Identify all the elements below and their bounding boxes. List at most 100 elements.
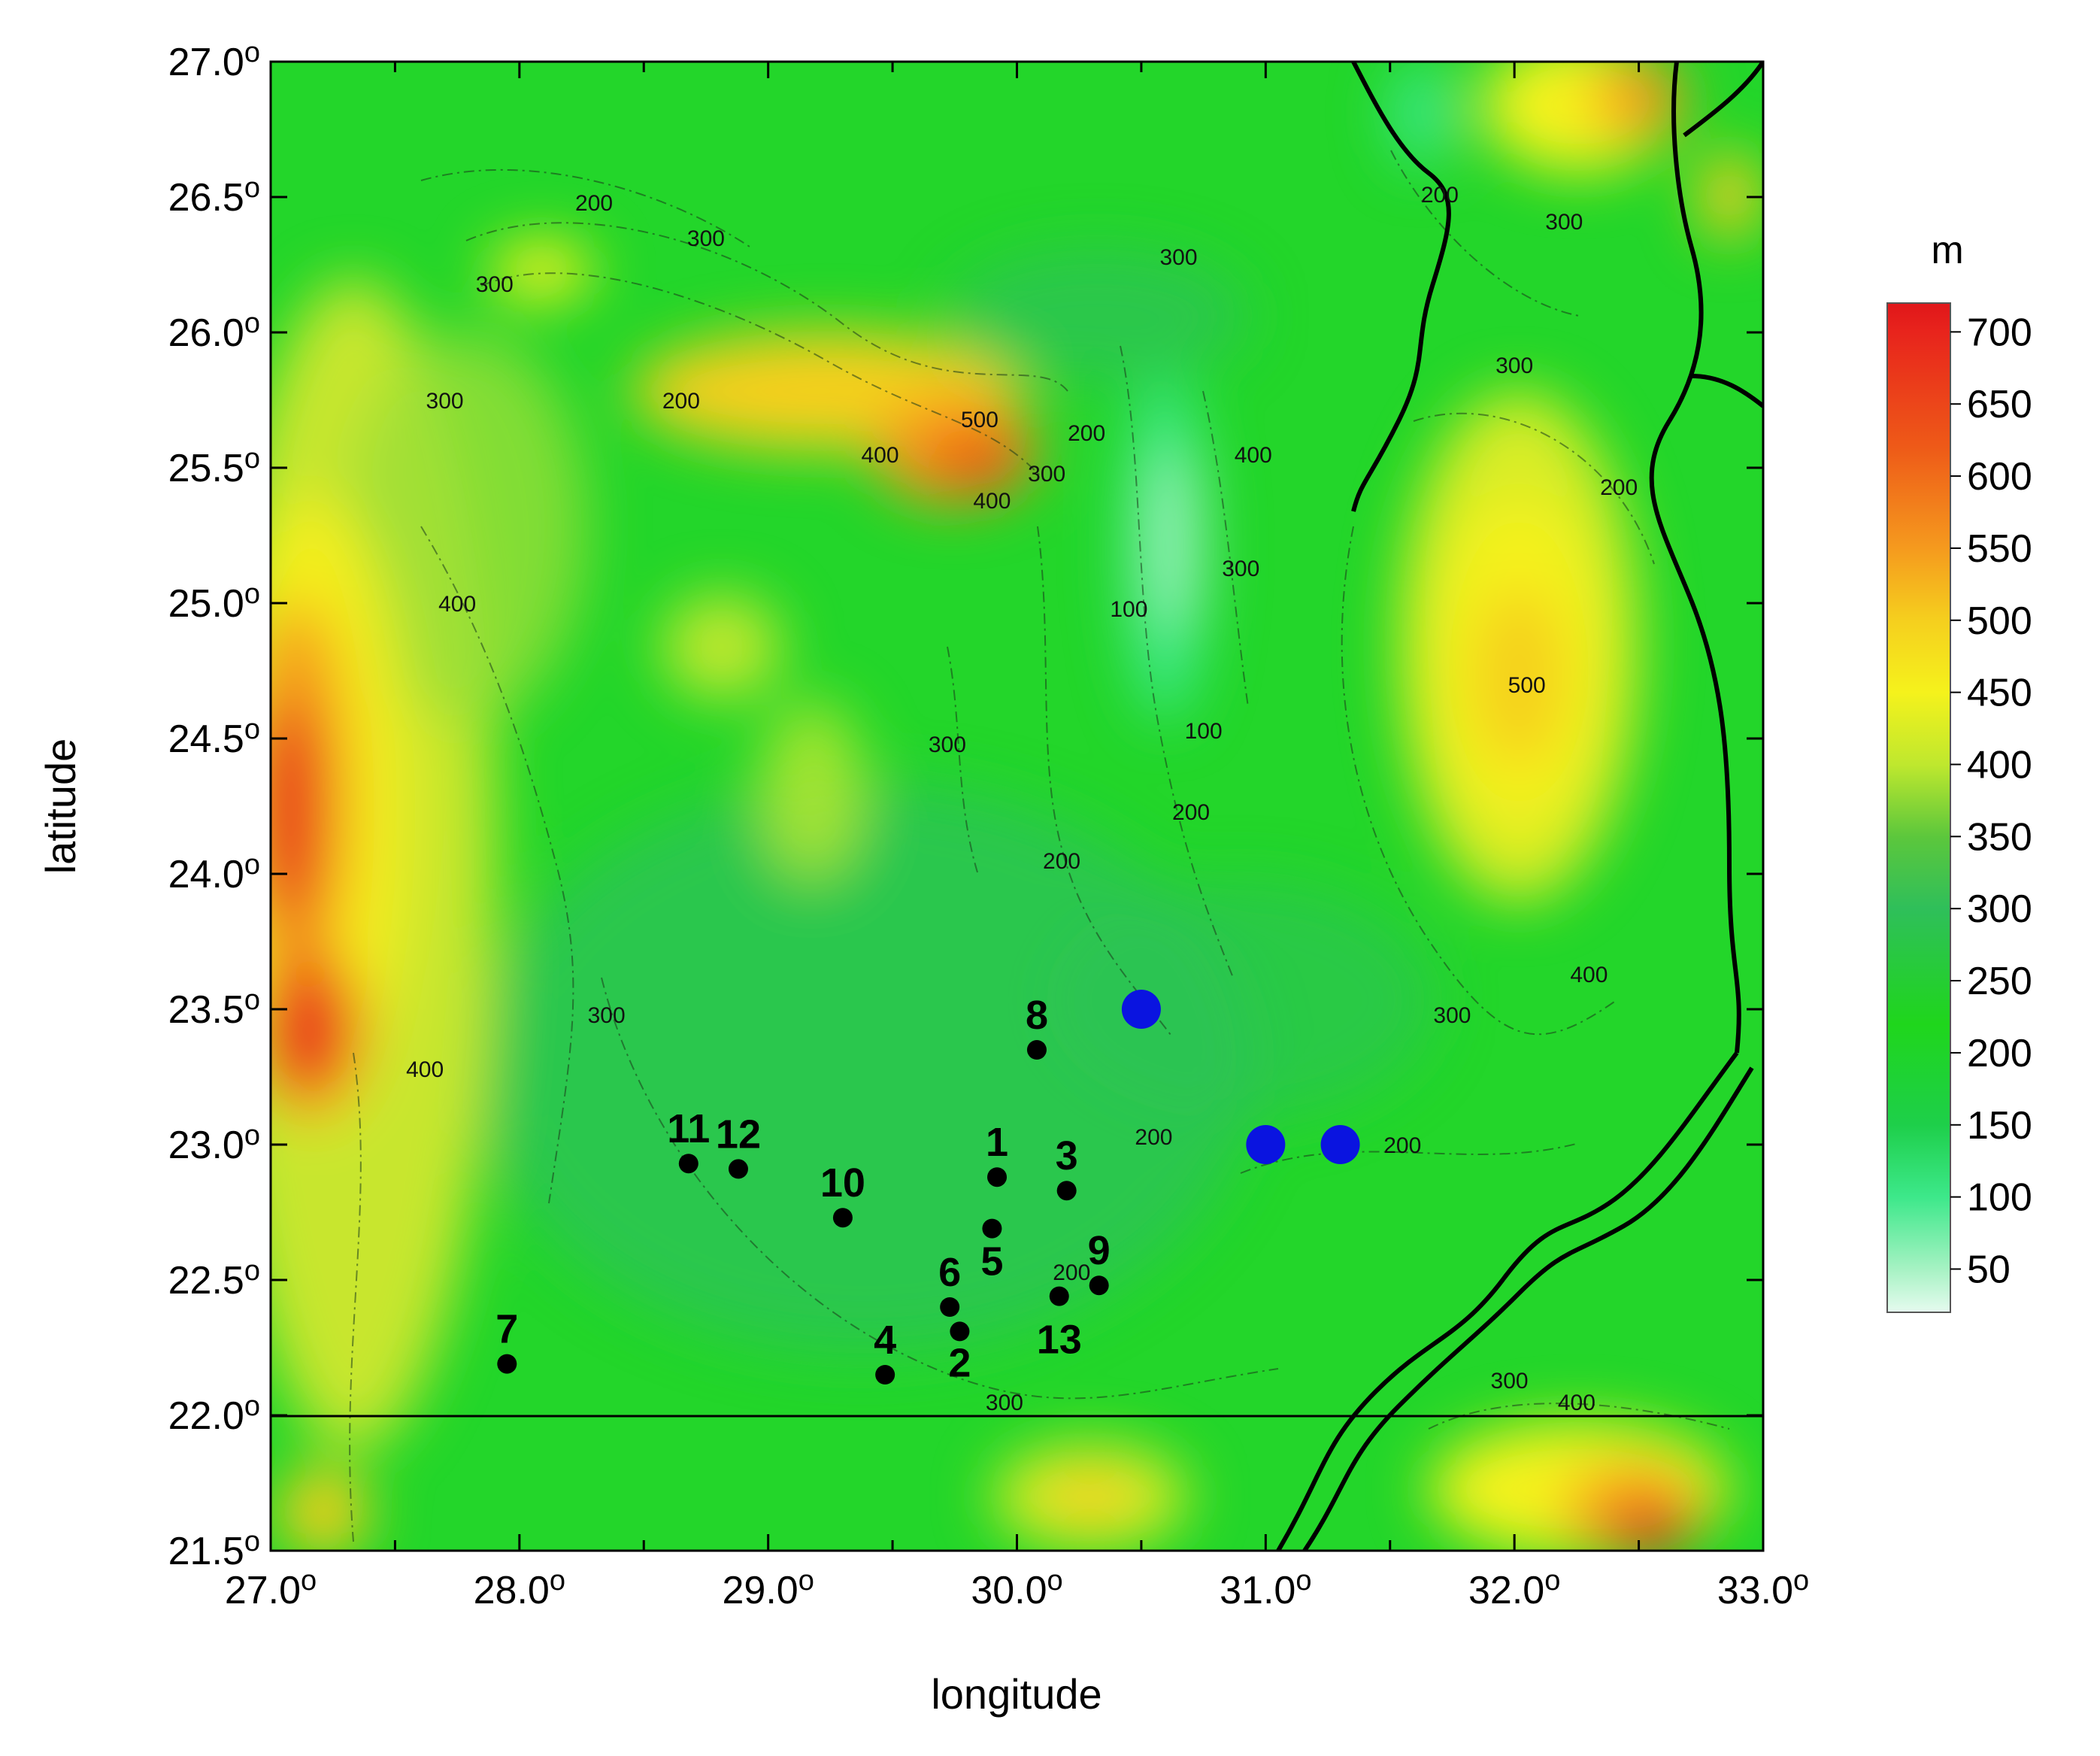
blue-points xyxy=(1121,990,1360,1164)
x-axis: 27.0o 28.0o 29.0o 30.0o 31.0o 32.0o 33.0o xyxy=(225,62,1809,1612)
contour-label: 300 xyxy=(588,1003,626,1028)
site-label: 3 xyxy=(1056,1133,1078,1178)
x-tick-label: 33.0o xyxy=(1717,1565,1809,1612)
y-tick-label: 23.5o xyxy=(168,984,260,1032)
y-tick-label: 24.5o xyxy=(168,714,260,761)
x-tick-label: 31.0o xyxy=(1220,1565,1311,1612)
site-marker xyxy=(832,1208,853,1228)
site-label: 10 xyxy=(820,1160,865,1206)
y-tick-label: 22.5o xyxy=(168,1255,260,1303)
contour-lines xyxy=(349,150,1730,1542)
contour-label: 200 xyxy=(662,389,700,414)
contour-label: 300 xyxy=(687,226,725,251)
site-label: 2 xyxy=(948,1340,971,1385)
contour-label: 400 xyxy=(406,1057,444,1082)
colorbar-tick-label: 500 xyxy=(1967,599,2032,643)
x-tick-label: 27.0o xyxy=(225,1565,317,1612)
contour-label: 200 xyxy=(1600,475,1638,500)
contour-label: 200 xyxy=(1068,421,1105,446)
contour-label: 100 xyxy=(1110,597,1147,622)
site-marker xyxy=(950,1321,970,1342)
boundary-lines xyxy=(1276,62,1763,1551)
contour-label: 300 xyxy=(476,272,514,297)
x-axis-title: longitude xyxy=(931,1670,1102,1718)
site-label: 11 xyxy=(667,1106,710,1151)
x-tick-label: 28.0o xyxy=(474,1565,565,1612)
colorbar-tick-label: 400 xyxy=(1967,743,2032,787)
contour-label: 200 xyxy=(1172,800,1210,825)
site-marker xyxy=(982,1218,1002,1239)
contour-label: 300 xyxy=(986,1391,1023,1415)
site-label: 13 xyxy=(1037,1318,1082,1363)
site-marker xyxy=(1056,1181,1077,1201)
contour-label: 300 xyxy=(929,732,966,757)
site-marker xyxy=(1089,1275,1109,1296)
contour-label: 400 xyxy=(1558,1391,1595,1415)
contour-label: 300 xyxy=(1433,1003,1471,1028)
contour-label: 300 xyxy=(426,389,464,414)
x-tick-label: 29.0o xyxy=(722,1565,814,1612)
colorbar: m 700 650 600 550 500 450 400 350 300 250 200 150 10… xyxy=(1886,229,2032,1313)
y-tick-label: 26.0o xyxy=(168,308,260,355)
site-marker xyxy=(1049,1286,1069,1306)
contour-label: 400 xyxy=(1570,963,1608,987)
y-tick-label: 25.0o xyxy=(168,578,260,626)
colorbar-tick-label: 550 xyxy=(1967,527,2032,571)
contour-label: 500 xyxy=(1508,673,1546,698)
colorbar-tick-label: 350 xyxy=(1967,815,2032,859)
colorbar-tick-label: 650 xyxy=(1967,383,2032,426)
site-marker xyxy=(987,1167,1008,1187)
site-marker xyxy=(678,1154,698,1174)
site-label: 9 xyxy=(1088,1228,1111,1273)
y-tick-label: 27.0o xyxy=(168,37,260,84)
contour-label: 100 xyxy=(1185,719,1223,744)
colorbar-ticks: 700 650 600 550 500 450 400 350 300 250 200 150 100 5… xyxy=(1950,311,2032,1291)
contour-label: 300 xyxy=(1160,245,1198,270)
colorbar-gradient xyxy=(1886,302,1951,1313)
contour-label: 200 xyxy=(1421,183,1459,208)
site-marker xyxy=(1026,1040,1047,1060)
y-axis-title: latitude xyxy=(37,738,84,875)
site-label: 1 xyxy=(986,1120,1008,1165)
contour-label: 500 xyxy=(961,408,998,432)
colorbar-tick-label: 250 xyxy=(1967,960,2032,1003)
site-marker xyxy=(497,1354,517,1374)
site-label: 6 xyxy=(938,1250,961,1295)
site-label: 8 xyxy=(1026,993,1048,1038)
site-label: 4 xyxy=(874,1318,896,1363)
site-label: 7 xyxy=(495,1307,518,1352)
contour-label: 400 xyxy=(973,489,1011,514)
contour-label: 200 xyxy=(1135,1125,1172,1150)
contour-label: 200 xyxy=(1053,1260,1090,1285)
y-tick-label: 25.5o xyxy=(168,443,260,490)
y-tick-label: 23.0o xyxy=(168,1120,260,1167)
contour-label: 300 xyxy=(1222,557,1259,581)
site-marker xyxy=(940,1297,960,1317)
colorbar-tick-label: 700 xyxy=(1967,311,2032,354)
y-tick-label: 26.5o xyxy=(168,172,260,220)
contour-label: 400 xyxy=(862,443,899,468)
contour-label: 200 xyxy=(1383,1133,1421,1158)
contour-label: 300 xyxy=(1028,462,1065,487)
colorbar-tick-label: 600 xyxy=(1967,455,2032,499)
blue-point xyxy=(1246,1125,1286,1164)
x-tick-label: 32.0o xyxy=(1468,1565,1560,1612)
colorbar-tick-label: 100 xyxy=(1967,1176,2032,1220)
site-marker xyxy=(875,1365,895,1384)
colorbar-tick-label: 50 xyxy=(1967,1248,2011,1291)
blue-point xyxy=(1320,1125,1360,1164)
y-tick-label: 21.5o xyxy=(168,1526,260,1573)
x-tick-label: 30.0o xyxy=(971,1565,1062,1612)
colorbar-tick-label: 200 xyxy=(1967,1032,2032,1075)
elevation-surface xyxy=(271,62,1763,1551)
colorbar-tick-label: 450 xyxy=(1967,672,2032,715)
contour-label: 200 xyxy=(575,191,613,216)
blue-point xyxy=(1121,990,1161,1029)
contour-label: 200 xyxy=(1043,849,1080,874)
colorbar-tick-label: 300 xyxy=(1967,887,2032,931)
colorbar-unit: m xyxy=(1931,229,1963,272)
contour-label: 400 xyxy=(1235,443,1272,468)
